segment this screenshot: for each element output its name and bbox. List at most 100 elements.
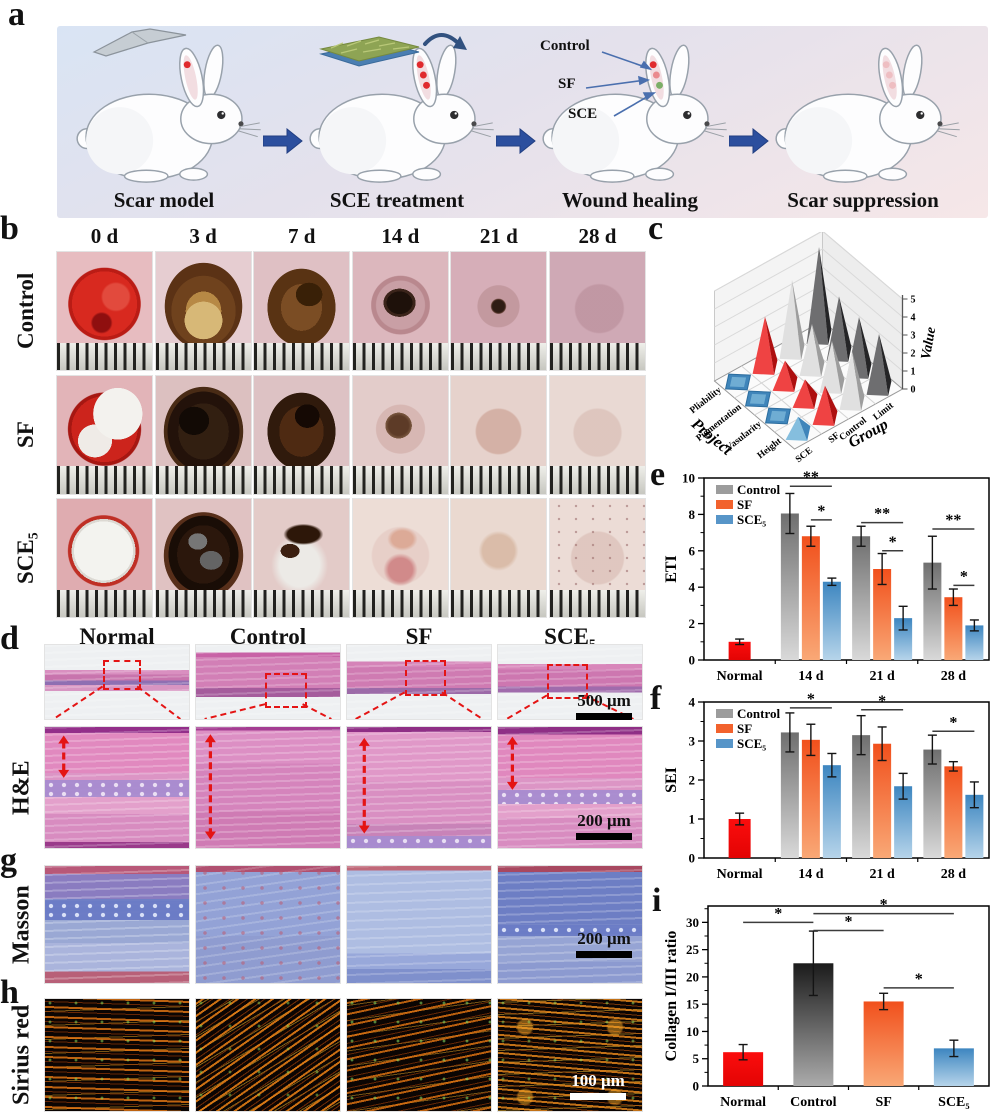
wound-photo <box>549 374 646 495</box>
column-header-day: 21 d <box>479 224 518 248</box>
significance-label: * <box>807 692 815 708</box>
rabbit-nose <box>704 121 710 127</box>
x-category-label: Normal <box>720 1095 766 1110</box>
wound-photo <box>351 251 449 371</box>
column-header-day: 14 d <box>381 224 420 248</box>
wound-photo <box>154 498 252 618</box>
wound-photo <box>56 498 153 618</box>
panel-letter-c: c <box>648 210 664 247</box>
zoom-region-box <box>546 664 589 700</box>
significance-label: * <box>915 971 923 988</box>
y-tick-label: 0 <box>693 1079 700 1094</box>
schematic-step: SCE treatment <box>297 30 497 220</box>
wound-site-label: SF <box>558 76 576 92</box>
x-category-label: Normal <box>717 867 763 882</box>
polygon <box>204 734 216 743</box>
pyramid-face <box>825 385 838 426</box>
panel-letter-g: g <box>0 842 17 879</box>
ruler <box>451 342 547 370</box>
y-axis-label: ETI <box>663 555 680 583</box>
scalebar-label: 100 μm <box>571 1071 625 1090</box>
panel-letter-a: a <box>8 0 25 33</box>
ruler <box>57 342 152 370</box>
scalebar-100um: 100 μm <box>570 1071 626 1100</box>
value-tick-label: 1 <box>911 367 916 378</box>
x-category-label: 14 d <box>798 867 824 882</box>
x-category-label: SCE₅ <box>938 1095 969 1110</box>
wound-photo <box>56 251 153 371</box>
significance-label: ** <box>874 506 890 523</box>
group-axis-title: Group <box>846 416 892 452</box>
y-tick-label: 1 <box>689 812 696 827</box>
ruler <box>155 589 251 617</box>
ruler <box>254 589 350 617</box>
bar <box>923 562 942 660</box>
significance-label: ** <box>803 469 819 486</box>
histology-image <box>195 644 341 720</box>
significance-label: * <box>878 693 886 710</box>
step-caption: Scar model <box>113 188 215 212</box>
wall-grid <box>714 266 903 336</box>
bar <box>728 641 751 660</box>
wound-photo <box>253 374 351 495</box>
sei-bar-chart: 0 1 2 3 4 SEI Normal 14 d 21 d 28 d * * * ControlSFSC… <box>663 692 990 882</box>
zoom-region-box <box>404 659 447 697</box>
bar <box>780 513 799 660</box>
y-tick-label: 3 <box>689 734 696 749</box>
score-tile-inner <box>729 376 747 388</box>
wound-photo <box>450 498 548 618</box>
bar <box>965 625 984 660</box>
line <box>355 691 406 719</box>
rabbit-wrap <box>297 38 497 193</box>
annotation-arrow-icon <box>585 51 657 117</box>
significance-label: * <box>774 905 782 922</box>
pyramid-face <box>798 416 811 441</box>
pyramid-face <box>866 334 889 396</box>
histology-image <box>497 726 643 849</box>
panel-letter-e: e <box>650 456 666 493</box>
wound-photo <box>351 374 449 495</box>
ear-wound-dot <box>889 81 896 89</box>
scalebar-label: 200 μm <box>577 811 631 830</box>
histology-image <box>195 726 341 849</box>
rabbit-eye <box>217 110 226 120</box>
cartilage-band <box>498 924 642 937</box>
scalebar-bar <box>570 1092 626 1100</box>
ear-wound-dot <box>183 61 191 69</box>
legend-swatch <box>716 485 733 494</box>
x-category-label: Normal <box>717 669 763 684</box>
y-tick-label: 10 <box>682 471 695 486</box>
bar <box>863 1001 904 1086</box>
legend-swatch <box>716 739 733 748</box>
rabbit-wrap <box>64 38 264 193</box>
value-tick-label: 2 <box>911 349 916 360</box>
bar <box>780 732 799 858</box>
wound-photo <box>351 498 449 618</box>
pyramid-face <box>839 350 862 411</box>
rabbit-nose <box>238 121 244 127</box>
histology-image <box>497 998 643 1112</box>
histology-image <box>44 726 190 849</box>
whiskers <box>936 122 960 138</box>
dermis-thickness-arrow <box>506 736 518 790</box>
legend-label: Control <box>737 482 780 497</box>
legend-swatch <box>716 724 733 733</box>
rabbit-wrap <box>530 38 730 193</box>
panel-letter-f: f <box>650 680 662 717</box>
row-label-group: SCE₅ <box>13 532 38 584</box>
y-tick-label: 25 <box>686 942 700 957</box>
scalpel-icon <box>92 26 188 65</box>
ruler <box>155 466 251 494</box>
ruler <box>57 589 152 617</box>
polygon <box>506 736 518 745</box>
bar <box>801 536 820 660</box>
legend-swatch <box>716 515 733 524</box>
histology-image <box>44 998 190 1112</box>
column-header-day: 28 d <box>578 224 617 248</box>
bar <box>801 739 820 858</box>
significance-label: * <box>880 897 888 914</box>
column-header-treatment: SF <box>405 624 433 649</box>
zoom-connector-lines <box>204 703 332 719</box>
wound-photo <box>56 374 153 495</box>
